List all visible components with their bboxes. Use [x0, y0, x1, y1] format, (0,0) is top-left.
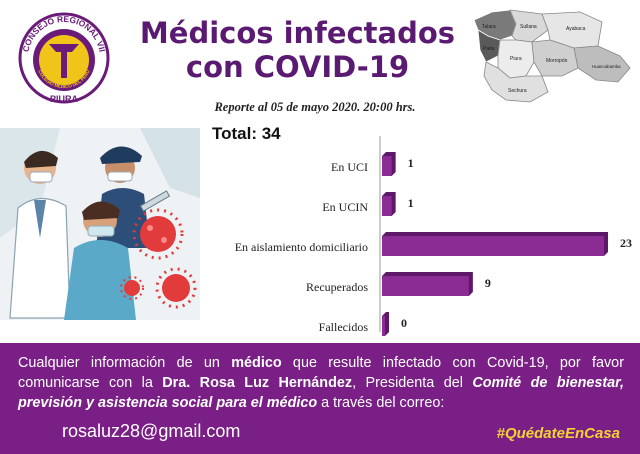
contact-text-1: Cualquier información de un [18, 355, 232, 371]
chart-value-label: 1 [408, 196, 414, 210]
map-label-talara: Talara [482, 24, 496, 30]
map-label-piura: Piura [510, 56, 522, 62]
chart-category-label: En UCIN [322, 200, 368, 214]
contact-message: Cualquier información de un médico que r… [18, 353, 624, 413]
map-label-huancabamba: Huancabamba [592, 64, 621, 69]
piura-region-map: Talara Sullana Ayabaca Paita Piura Morro… [473, 9, 631, 103]
contact-footer: Cualquier información de un médico que r… [0, 343, 640, 454]
infected-doctors-bar-chart: En UCI 1 En UCIN 1 En aislamiento domiciliar… [235, 136, 632, 336]
chart-bar [382, 156, 392, 176]
map-label-paita: Paita [483, 46, 495, 52]
chart-bar [382, 316, 385, 336]
map-label-morropon: Morropón [546, 58, 568, 64]
chart-bar [382, 196, 392, 216]
consejo-regional-logo: CONSEJO REGIONAL VII COLEGIO MÉDICO DEL … [18, 12, 110, 104]
map-label-ayabaca: Ayabaca [566, 26, 586, 32]
map-label-sechura: Sechura [508, 88, 527, 94]
contact-email: rosaluz28@gmail.com [62, 421, 241, 441]
map-label-sullana: Sullana [520, 24, 537, 30]
virus-icon [155, 267, 197, 309]
chart-value-label: 1 [408, 156, 414, 170]
chart-category-label: Recuperados [306, 280, 368, 294]
contact-person-name: Dra. Rosa Luz Hernández [162, 375, 353, 391]
chart-bar [382, 236, 604, 256]
contact-text-medico: médico [231, 355, 282, 371]
chart-bar [382, 276, 469, 296]
chart-category-label: En UCI [331, 160, 368, 174]
chart-value-label: 9 [485, 276, 491, 290]
contact-text-4: a través del correo: [317, 395, 445, 411]
contact-text-3: , Presidenta del [352, 375, 473, 391]
virus-icon [120, 276, 144, 300]
page-title: Médicos infectados con COVID-19 [125, 16, 470, 84]
chart-category-label: Fallecidos [319, 320, 369, 334]
total-count: Total: 34 [212, 124, 281, 143]
committee-name: Comité de bienestar, previsión y asisten… [18, 375, 624, 411]
title-line-1: Médicos infectados [139, 16, 456, 50]
contact-text-2: que resulte infectado con Covid-19, por … [18, 355, 624, 391]
chart-value-label: 23 [620, 236, 632, 250]
chart-category-label: En aislamiento domiciliario [235, 240, 368, 254]
logo-bottom-text: PIURA [50, 94, 79, 104]
doctors-illustration [0, 128, 200, 320]
report-date: Reporte al 05 de mayo 2020. 20:00 hrs. [214, 100, 416, 114]
chart-value-label: 0 [401, 316, 407, 330]
virus-icon [132, 208, 184, 260]
hashtag: #QuédateEnCasa [496, 425, 620, 442]
title-line-2: con COVID-19 [185, 50, 410, 84]
